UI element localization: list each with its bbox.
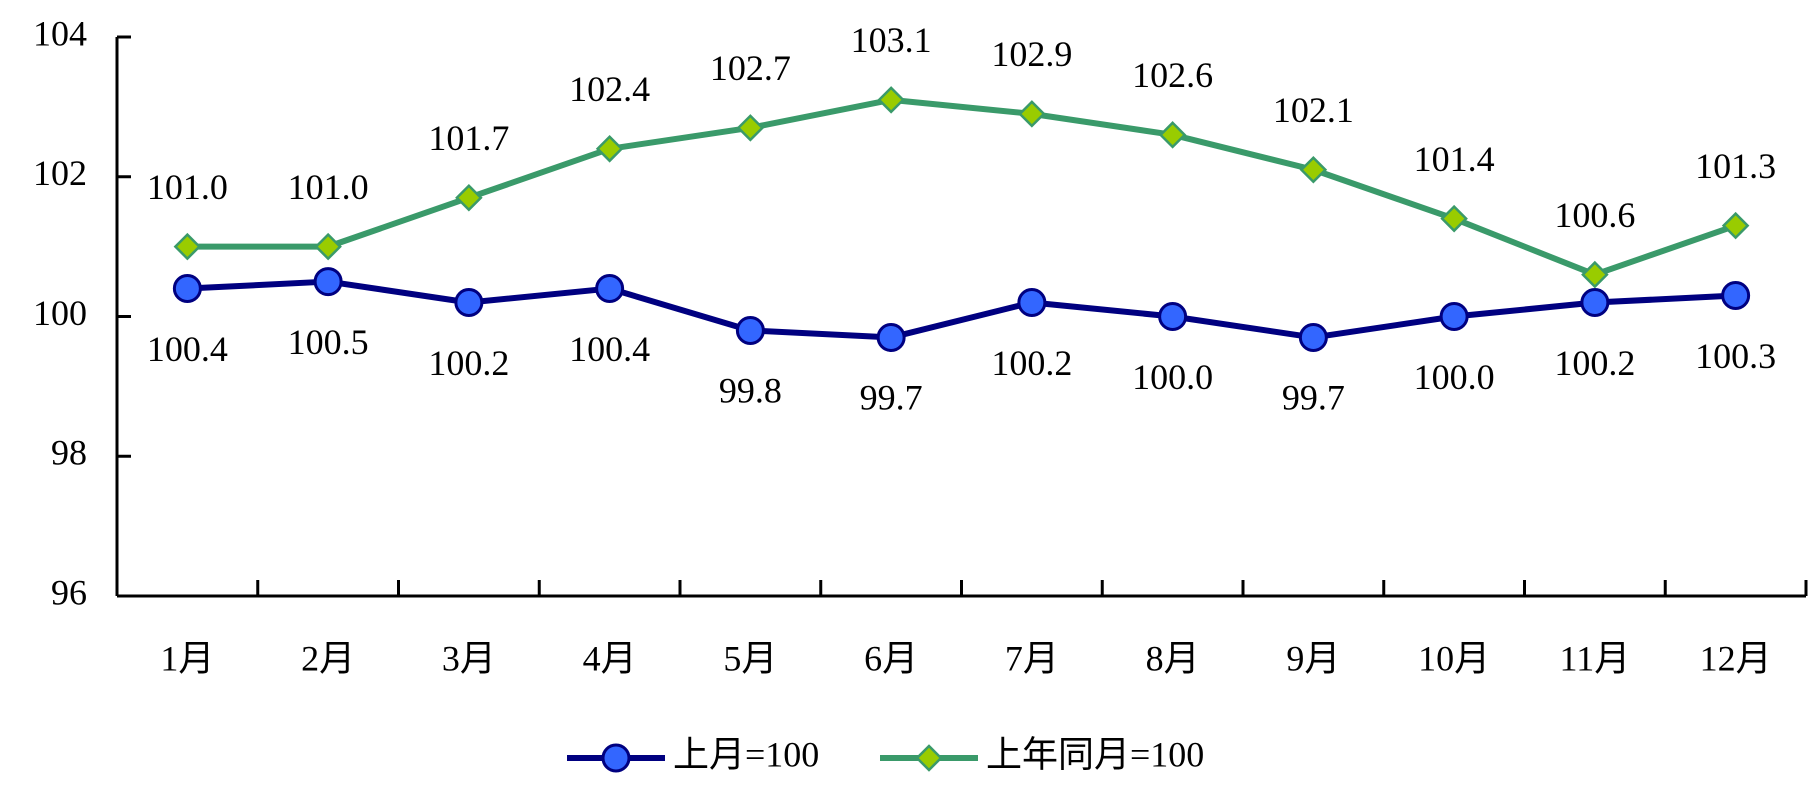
data-label: 100.4 bbox=[147, 329, 228, 369]
data-label: 101.4 bbox=[1414, 139, 1495, 179]
marker bbox=[1721, 281, 1751, 311]
data-label: 100.3 bbox=[1695, 336, 1776, 376]
x-tick-label: 12月 bbox=[1700, 638, 1772, 678]
data-label: 102.4 bbox=[569, 69, 650, 109]
data-label: 99.7 bbox=[1282, 378, 1345, 418]
data-label: 100.4 bbox=[569, 329, 650, 369]
y-tick-label: 104 bbox=[33, 13, 87, 53]
legend-label: 上年同月=100 bbox=[986, 734, 1204, 774]
data-label: 100.0 bbox=[1132, 357, 1213, 397]
series-line bbox=[187, 278, 1736, 341]
marker bbox=[595, 135, 624, 163]
data-label: 100.2 bbox=[1554, 343, 1635, 383]
data-label: 102.9 bbox=[991, 34, 1072, 74]
x-tick-label: 11月 bbox=[1560, 638, 1631, 678]
x-tick-label: 1月 bbox=[160, 638, 214, 678]
data-label: 99.8 bbox=[719, 371, 782, 411]
y-tick-label: 96 bbox=[51, 572, 87, 612]
y-tick-label: 102 bbox=[33, 153, 87, 193]
marker bbox=[876, 322, 906, 352]
marker bbox=[1017, 288, 1047, 318]
marker bbox=[1440, 204, 1468, 233]
data-label: 101.0 bbox=[147, 167, 228, 207]
marker bbox=[1580, 288, 1610, 318]
marker bbox=[313, 267, 343, 297]
marker bbox=[915, 744, 943, 772]
data-label: 103.1 bbox=[851, 20, 932, 60]
data-label: 101.0 bbox=[288, 167, 369, 207]
x-tick-label: 6月 bbox=[864, 638, 918, 678]
marker bbox=[601, 743, 631, 773]
marker bbox=[455, 183, 483, 212]
data-label: 100.0 bbox=[1414, 357, 1495, 397]
x-tick-label: 4月 bbox=[583, 638, 637, 678]
x-tick-label: 8月 bbox=[1146, 638, 1200, 678]
marker bbox=[172, 274, 202, 304]
legend-label: 上月=100 bbox=[673, 734, 819, 774]
marker bbox=[1299, 155, 1328, 184]
data-label: 100.2 bbox=[991, 343, 1072, 383]
marker bbox=[1721, 211, 1750, 240]
x-tick-label: 2月 bbox=[301, 638, 355, 678]
marker bbox=[173, 232, 202, 261]
marker bbox=[1439, 302, 1469, 331]
marker bbox=[1158, 302, 1188, 331]
data-label: 100.6 bbox=[1554, 195, 1635, 235]
marker bbox=[735, 315, 765, 345]
x-tick-label: 5月 bbox=[723, 638, 777, 678]
marker bbox=[736, 114, 765, 142]
data-label: 101.7 bbox=[428, 118, 509, 158]
marker bbox=[1581, 260, 1609, 289]
data-label: 102.6 bbox=[1132, 55, 1213, 95]
marker bbox=[595, 274, 625, 304]
marker bbox=[877, 86, 905, 114]
y-tick-label: 98 bbox=[51, 433, 87, 473]
marker bbox=[314, 232, 342, 261]
data-label: 99.7 bbox=[860, 378, 923, 418]
x-tick-label: 3月 bbox=[442, 638, 496, 678]
marker bbox=[1298, 322, 1328, 352]
marker bbox=[1018, 100, 1046, 128]
data-label: 102.1 bbox=[1273, 90, 1354, 130]
data-label: 101.3 bbox=[1695, 146, 1776, 186]
x-tick-label: 10月 bbox=[1418, 638, 1490, 678]
data-label: 100.5 bbox=[288, 322, 369, 362]
x-tick-label: 9月 bbox=[1286, 638, 1340, 678]
marker bbox=[1158, 121, 1187, 149]
data-label: 102.7 bbox=[710, 48, 791, 88]
series-line bbox=[187, 96, 1737, 278]
y-tick-label: 100 bbox=[33, 293, 87, 333]
data-label: 100.2 bbox=[428, 343, 509, 383]
x-tick-label: 7月 bbox=[1005, 638, 1059, 678]
marker bbox=[454, 288, 484, 318]
